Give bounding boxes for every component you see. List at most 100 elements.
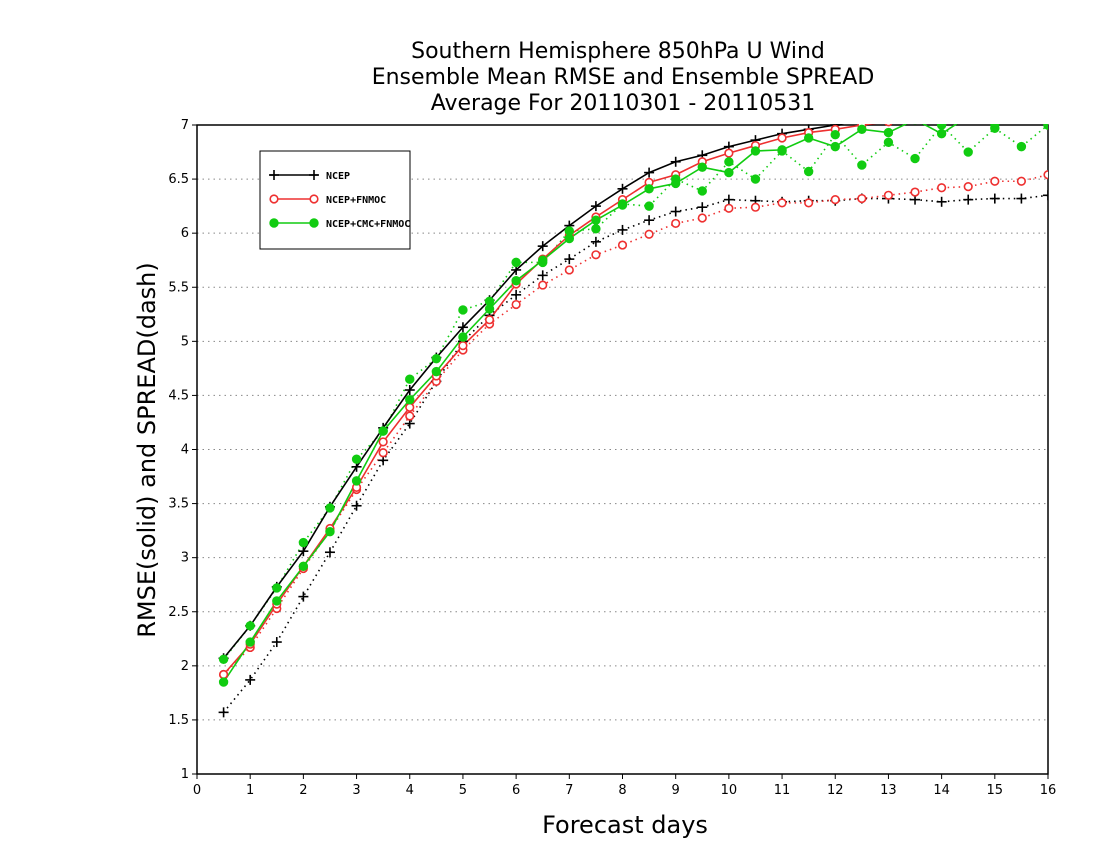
point-ncep-spread-0 (218, 707, 229, 718)
point-ncep-fnmoc-spread-25 (883, 190, 894, 200)
point-ncep-cmc-fnmoc-rmse-11 (511, 276, 521, 286)
point-ncep-cmc-fnmoc-spread-1 (245, 621, 255, 631)
point-ncep-fnmoc-spread-27 (937, 183, 947, 193)
point-ncep-cmc-fnmoc-rmse-0 (218, 677, 229, 687)
x-tick-label-0: 0 (193, 783, 201, 798)
point-ncep-rmse-15 (617, 183, 628, 194)
point-ncep-cmc-fnmoc-spread-2 (272, 583, 282, 593)
y-tick-label-1: 1 (181, 767, 189, 782)
point-ncep-fnmoc-rmse-10 (484, 315, 495, 325)
point-ncep-cmc-fnmoc-spread-25 (883, 137, 894, 148)
legend-label-ncep: NCEP (326, 171, 350, 182)
point-ncep-cmc-fnmoc-spread-14 (591, 224, 601, 234)
legend-marker-end-ncep-fnmoc (309, 194, 319, 204)
x-tick-label-5: 5 (459, 783, 467, 798)
point-ncep-fnmoc-spread-21 (777, 198, 787, 208)
point-ncep-cmc-fnmoc-spread-7 (405, 374, 415, 384)
point-ncep-rmse-12 (537, 241, 548, 252)
point-ncep-cmc-fnmoc-rmse-6 (378, 426, 388, 436)
point-ncep-fnmoc-spread-18 (697, 213, 707, 223)
point-ncep-cmc-fnmoc-rmse-28 (964, 112, 972, 120)
x-tick-label-12: 12 (827, 783, 844, 798)
point-ncep-spread-14 (590, 236, 601, 247)
point-ncep-fnmoc-spread-17 (671, 218, 681, 229)
point-ncep-cmc-fnmoc-rmse-22 (803, 133, 814, 143)
point-ncep-spread-1 (245, 674, 256, 685)
point-ncep-spread-3 (298, 591, 309, 602)
y-tick-label-2.5: 2.5 (168, 605, 189, 620)
series-ncep-fnmoc-spread-line (223, 173, 1048, 676)
x-tick-label-8: 8 (618, 783, 626, 798)
series-ncep-cmc-fnmoc-rmse-line (222, 124, 1048, 683)
point-ncep-fnmoc-rmse-19 (724, 148, 734, 158)
point-ncep-cmc-fnmoc-rmse-15 (617, 200, 628, 210)
point-ncep-fnmoc-rmse-27 (938, 113, 946, 121)
point-ncep-cmc-fnmoc-rmse-17 (670, 178, 681, 189)
point-ncep-fnmoc-spread-7 (405, 411, 415, 421)
point-ncep-spread-28 (963, 194, 974, 205)
point-ncep-rmse-3 (298, 546, 309, 557)
point-ncep-fnmoc-rmse-7 (405, 402, 415, 412)
y-tick-label-7: 7 (181, 118, 189, 133)
legend-marker-end-ncep-cmc-fnmoc (309, 218, 319, 228)
point-ncep-fnmoc-rmse-25 (884, 124, 893, 127)
point-ncep-rmse-27 (937, 107, 947, 117)
point-ncep-fnmoc-spread-23 (830, 195, 840, 205)
y-tick-label-1.5: 1.5 (168, 713, 189, 728)
point-ncep-fnmoc-spread-30 (1016, 176, 1027, 186)
point-ncep-fnmoc-rmse-28 (964, 110, 972, 118)
point-ncep-fnmoc-rmse-31 (1044, 105, 1052, 113)
point-ncep-spread-13 (564, 254, 575, 265)
legend-label-ncep-fnmoc: NCEP+FNMOC (326, 195, 386, 206)
y-tick-label-5.5: 5.5 (168, 280, 189, 295)
point-ncep-cmc-fnmoc-rmse-21 (777, 145, 787, 155)
point-ncep-cmc-fnmoc-spread-23 (830, 130, 840, 140)
legend-label-ncep-cmc-fnmoc: NCEP+CMC+FNMOC (326, 219, 410, 230)
point-ncep-cmc-fnmoc-rmse-27 (936, 128, 947, 139)
point-ncep-fnmoc-rmse-0 (218, 669, 229, 680)
point-ncep-cmc-fnmoc-rmse-26 (913, 124, 917, 125)
point-ncep-rmse-9 (457, 322, 468, 333)
point-ncep-rmse-24 (861, 124, 863, 125)
point-ncep-spread-27 (936, 196, 947, 207)
point-ncep-cmc-fnmoc-rmse-14 (591, 215, 601, 225)
point-ncep-spread-4 (324, 547, 335, 558)
x-tick-label-11: 11 (774, 783, 791, 798)
point-ncep-rmse-26 (910, 109, 920, 119)
point-ncep-cmc-fnmoc-rmse-24 (857, 124, 867, 135)
point-ncep-fnmoc-rmse-30 (1018, 106, 1026, 114)
point-ncep-fnmoc-spread-16 (644, 229, 654, 239)
point-ncep-cmc-fnmoc-spread-19 (724, 157, 734, 167)
point-ncep-spread-16 (644, 215, 655, 226)
y-axis-label: RMSE(solid) and SPREAD(dash) (133, 262, 161, 638)
legend-marker-end-ncep (309, 170, 319, 180)
legend-marker-start-ncep (269, 170, 279, 180)
x-tick-label-13: 13 (880, 783, 897, 798)
point-ncep-cmc-fnmoc-spread-30 (1016, 141, 1027, 152)
y-tick-label-6: 6 (181, 226, 189, 241)
point-ncep-rmse-28 (963, 105, 973, 115)
point-ncep-cmc-fnmoc-spread-28 (963, 147, 973, 157)
point-ncep-cmc-fnmoc-rmse-8 (431, 366, 442, 377)
point-ncep-fnmoc-spread-26 (910, 187, 920, 197)
chart-title: Southern Hemisphere 850hPa U Wind Ensemb… (372, 39, 875, 116)
point-ncep-cmc-fnmoc-spread-24 (857, 160, 867, 170)
point-ncep-spread-11 (511, 289, 522, 300)
axes: 11.522.533.544.555.566.570 1 2 3 4 5 6 7 8 9 10 11 1… (168, 118, 1056, 798)
title-line-3: Average For 20110301 - 20110531 (431, 91, 816, 116)
point-ncep-fnmoc-rmse-29 (991, 108, 999, 116)
point-ncep-cmc-fnmoc-rmse-7 (405, 395, 415, 405)
point-ncep-fnmoc-rmse-6 (378, 437, 388, 447)
series-ncep-spread-line (222, 194, 1048, 713)
y-tick-label-3.5: 3.5 (168, 497, 189, 512)
point-ncep-fnmoc-spread-15 (617, 240, 628, 250)
point-ncep-cmc-fnmoc-rmse-5 (351, 476, 362, 486)
point-ncep-fnmoc-spread-13 (564, 265, 574, 275)
point-ncep-spread-12 (537, 270, 548, 281)
legend-marker-start-ncep-fnmoc (269, 194, 279, 204)
point-ncep-cmc-fnmoc-rmse-12 (538, 255, 548, 265)
point-ncep-cmc-fnmoc-spread-22 (803, 166, 814, 177)
point-ncep-cmc-fnmoc-rmse-29 (990, 124, 1000, 129)
point-ncep-fnmoc-spread-20 (750, 202, 761, 212)
x-axis-label: Forecast days (542, 811, 708, 839)
